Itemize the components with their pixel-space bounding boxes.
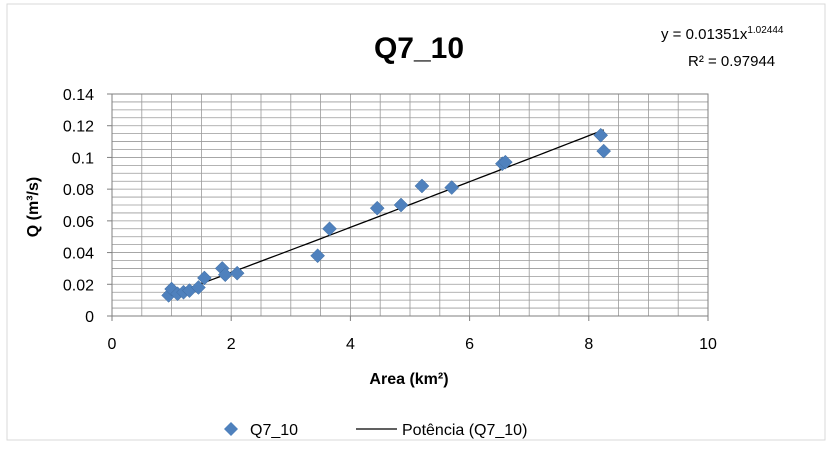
trendline-layer bbox=[168, 129, 604, 297]
chart-title: Q7_10 bbox=[374, 32, 464, 65]
x-tick-label: 10 bbox=[699, 336, 717, 353]
y-tick-label: 0.12 bbox=[63, 119, 94, 136]
data-point bbox=[191, 280, 206, 295]
y-tick-label: 0.14 bbox=[63, 87, 94, 104]
trendline-equation: y = 0.01351x1.02444 bbox=[661, 25, 784, 43]
x-tick-label: 0 bbox=[108, 336, 117, 353]
legend: Q7_10 Potência (Q7_10) bbox=[224, 422, 527, 439]
data-point bbox=[369, 200, 385, 216]
data-point bbox=[393, 197, 409, 213]
trendline-equation-base: y = 0.01351x bbox=[661, 26, 748, 43]
y-tick-label: 0.1 bbox=[72, 150, 94, 167]
data-point bbox=[164, 281, 179, 297]
legend-marker-icon bbox=[224, 422, 238, 436]
trendline-equation-exponent: 1.02444 bbox=[747, 25, 784, 36]
x-tick-label: 8 bbox=[584, 336, 593, 353]
x-axis-label: Area (km²) bbox=[369, 371, 448, 388]
legend-trendline-label: Potência (Q7_10) bbox=[402, 422, 527, 439]
data-points bbox=[161, 127, 612, 303]
plot-area-border bbox=[111, 93, 709, 317]
data-point bbox=[229, 265, 245, 281]
y-tick-label: 0.08 bbox=[63, 182, 94, 199]
x-tick-label: 2 bbox=[227, 336, 236, 353]
data-point bbox=[414, 178, 430, 194]
data-point bbox=[444, 180, 460, 195]
x-tick-label: 6 bbox=[465, 336, 474, 353]
trendline-r-squared: R² = 0.97944 bbox=[688, 53, 775, 70]
legend-series-label: Q7_10 bbox=[250, 422, 298, 439]
power-trendline bbox=[168, 129, 604, 297]
data-point bbox=[596, 143, 612, 159]
data-point bbox=[498, 154, 513, 170]
data-point bbox=[217, 267, 233, 283]
y-tick-label: 0.02 bbox=[63, 277, 94, 294]
data-point bbox=[593, 127, 609, 143]
y-tick-label: 0.06 bbox=[63, 214, 94, 231]
data-point bbox=[197, 270, 212, 286]
y-axis-label: Q (m³/s) bbox=[25, 177, 42, 237]
y-tick-label: 0.04 bbox=[63, 246, 94, 263]
data-point bbox=[310, 248, 325, 264]
tick-labels: 0 2 4 6 8 10 0 0.02 0.04 0.06 0.08 0.1 0.12 0.14 bbox=[63, 87, 717, 353]
x-tick-label: 4 bbox=[346, 336, 355, 353]
y-tick-label: 0 bbox=[85, 309, 94, 326]
data-point bbox=[322, 221, 337, 237]
